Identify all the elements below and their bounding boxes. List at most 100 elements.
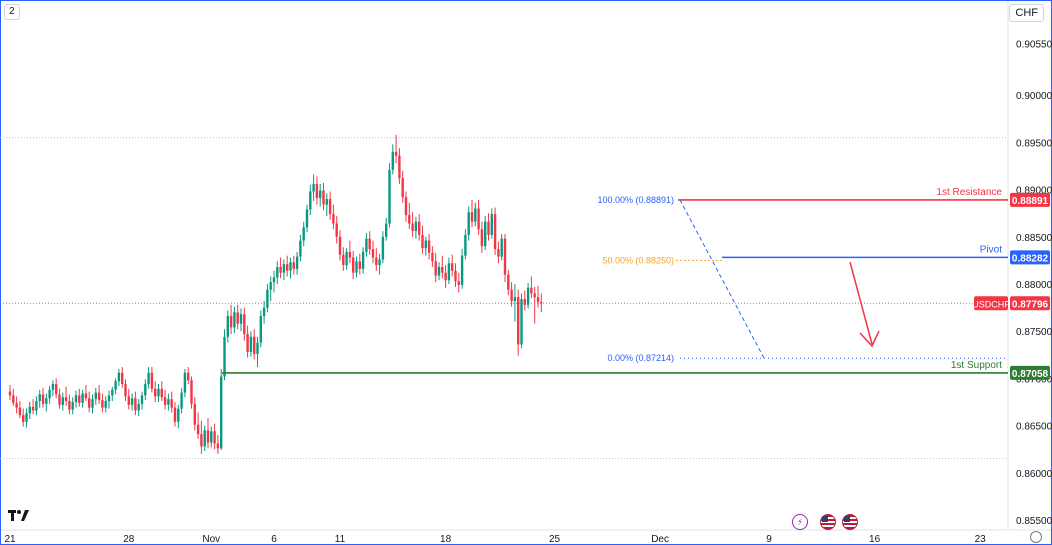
- candle-body: [25, 413, 28, 422]
- gear-icon[interactable]: [1030, 531, 1042, 543]
- candle-body: [437, 267, 441, 276]
- fib-trend-line: [679, 199, 765, 359]
- candle-body: [404, 197, 408, 216]
- candle-body: [31, 406, 35, 411]
- y-tick-label: 0.85500: [1016, 516, 1052, 527]
- candle-body: [163, 397, 167, 405]
- candle-body: [226, 316, 229, 337]
- candle-body: [500, 238, 503, 257]
- candle-body: [299, 240, 302, 257]
- candle-body: [74, 395, 78, 402]
- currency-badge[interactable]: CHF: [1009, 4, 1044, 22]
- y-tick-label: 0.89500: [1016, 138, 1052, 149]
- candle-body: [196, 424, 200, 435]
- candle-body: [335, 223, 338, 237]
- candle-body: [444, 272, 447, 281]
- candle-body: [220, 376, 223, 449]
- x-tick-label: 18: [440, 534, 452, 545]
- candle-body: [64, 397, 68, 402]
- projection-arrow-head: [859, 330, 880, 348]
- candle-body: [434, 261, 437, 276]
- candle-body: [15, 402, 18, 408]
- level-price-text-support: 0.87058: [1012, 369, 1049, 380]
- candle-body: [507, 274, 510, 290]
- candle-body: [328, 199, 332, 215]
- candle-body: [342, 254, 345, 266]
- candle-body: [315, 183, 319, 199]
- candle-body: [48, 389, 51, 399]
- candle-body: [177, 408, 180, 422]
- x-tick-label: 16: [869, 534, 881, 545]
- candle-body: [157, 388, 160, 397]
- x-tick-label: 6: [271, 534, 277, 545]
- candle-body: [490, 214, 493, 235]
- flag-canton: [822, 516, 828, 522]
- candle-body: [147, 372, 150, 385]
- candle-body: [385, 223, 388, 237]
- candle-body: [229, 316, 233, 328]
- candle-body: [111, 389, 114, 396]
- candle-body: [233, 312, 236, 328]
- x-tick-label: 23: [975, 534, 987, 545]
- candle-body: [187, 372, 190, 381]
- candle-body: [536, 297, 540, 302]
- candle-body: [94, 392, 97, 400]
- candle-body: [104, 401, 107, 408]
- us-flag-event-icon[interactable]: [842, 514, 858, 530]
- candle-body: [454, 270, 457, 282]
- tradingview-logo-icon[interactable]: [8, 508, 30, 527]
- candle-body: [441, 267, 444, 273]
- candle-body: [134, 398, 137, 411]
- candle-body: [58, 394, 61, 405]
- candle-body: [71, 402, 74, 410]
- candle-body: [368, 238, 371, 250]
- level-label-pivot: Pivot: [980, 244, 1002, 255]
- candle-body: [216, 443, 220, 449]
- candle-body: [503, 238, 507, 275]
- candle-body: [487, 221, 490, 235]
- candle-body: [256, 342, 259, 354]
- candle-body: [68, 401, 71, 410]
- interval-badge[interactable]: 2: [4, 4, 20, 20]
- candle-body: [319, 190, 322, 199]
- candle-body: [18, 407, 22, 416]
- y-tick-label: 0.90000: [1016, 91, 1052, 102]
- candle-body: [352, 257, 355, 273]
- candle-body: [381, 236, 385, 260]
- candle-body: [282, 264, 286, 273]
- candle-body: [170, 399, 173, 408]
- y-tick-label: 0.86000: [1016, 469, 1052, 480]
- candle-body: [457, 281, 460, 285]
- fib-0-label: 0.00% (0.87214): [607, 353, 674, 363]
- candle-body: [22, 415, 25, 422]
- candle-body: [332, 214, 335, 224]
- symbol-tag-text: USDCHF: [972, 299, 1010, 309]
- candle-body: [477, 208, 480, 230]
- candle-body: [223, 336, 226, 377]
- candle-body: [101, 400, 104, 408]
- candle-body: [378, 259, 381, 266]
- candle-body: [309, 191, 312, 210]
- candle-body: [88, 398, 91, 408]
- candle-body: [180, 392, 183, 409]
- x-tick-label: 28: [123, 534, 135, 545]
- candle-body: [236, 312, 239, 324]
- candle-body: [55, 384, 58, 395]
- fib-50-label: 50.00% (0.88250): [602, 255, 674, 265]
- flash-event-icon[interactable]: ⚡: [792, 514, 808, 530]
- us-flag-event-icon[interactable]: [820, 514, 836, 530]
- candle-body: [38, 394, 41, 402]
- candle-body: [253, 336, 256, 354]
- candle-body: [414, 221, 418, 232]
- x-tick-label: Dec: [651, 534, 669, 545]
- y-tick-label: 0.88500: [1016, 233, 1052, 244]
- candle-body: [160, 388, 163, 398]
- candle-body: [154, 388, 157, 397]
- candle-body: [41, 394, 45, 404]
- candle-body: [210, 431, 213, 443]
- candle-body: [361, 251, 365, 269]
- candle-body: [272, 277, 276, 283]
